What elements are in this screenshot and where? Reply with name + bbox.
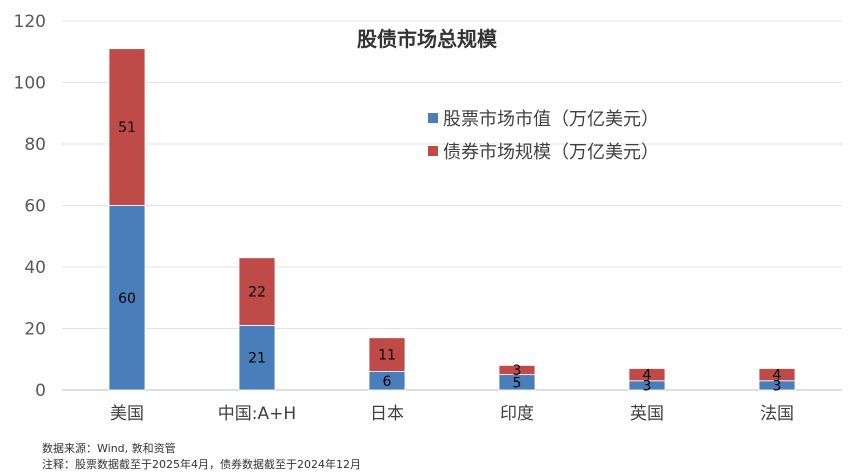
legend-label: 股票市场市值（万亿美元） <box>443 109 659 130</box>
bar-segment <box>238 325 276 391</box>
bar-segment <box>238 257 276 326</box>
legend-label: 债券市场规模（万亿美元） <box>443 142 659 163</box>
bar-segment <box>108 48 146 206</box>
y-tick-label: 120 <box>14 12 46 32</box>
data-label: 3 <box>643 378 652 394</box>
grid-lines <box>62 20 842 391</box>
data-label: 21 <box>248 351 266 367</box>
data-label: 3 <box>513 363 522 379</box>
data-label: 60 <box>118 291 136 307</box>
data-label: 4 <box>773 368 782 384</box>
legend: 股票市场市值（万亿美元） 债券市场规模（万亿美元） <box>428 109 659 163</box>
y-tick-label: 80 <box>24 135 46 155</box>
data-label: 3 <box>773 378 782 394</box>
legend-swatch <box>428 146 438 156</box>
y-tick-label: 60 <box>24 197 46 217</box>
chart-title: 股债市场总规模 <box>357 27 498 51</box>
x-tick-label: 中国:A+H <box>218 404 296 424</box>
x-tick-label: 英国 <box>630 404 664 424</box>
data-label: 4 <box>643 368 652 384</box>
bar-segment <box>628 368 666 382</box>
bar-segment <box>108 205 146 391</box>
y-axis-ticks: 0 20 40 60 80 100 120 <box>14 12 46 401</box>
y-tick-label: 100 <box>14 74 46 94</box>
bars <box>108 48 796 391</box>
footnote: 注释：股票数据截至于2025年4月，债券数据截至于2024年12月 <box>42 458 361 471</box>
data-label: 5 <box>513 375 522 391</box>
data-label: 11 <box>378 348 396 364</box>
bar-segment <box>498 364 536 376</box>
data-label: 22 <box>248 285 266 301</box>
source-note: 数据来源：Wind, 敦和资管 <box>42 442 176 455</box>
x-tick-label: 印度 <box>500 404 534 424</box>
y-tick-label: 0 <box>35 381 46 401</box>
x-tick-label: 美国 <box>110 404 144 424</box>
y-tick-label: 20 <box>24 320 46 340</box>
x-tick-label: 日本 <box>370 404 404 424</box>
data-label: 51 <box>118 120 136 136</box>
y-tick-label: 40 <box>24 258 46 278</box>
bar-segment <box>758 368 796 382</box>
x-axis-ticks: 美国 中国:A+H 日本 印度 英国 法国 <box>110 404 794 424</box>
legend-swatch <box>428 113 438 123</box>
bar-segment <box>368 337 406 372</box>
data-label: 6 <box>383 374 392 390</box>
x-tick-label: 法国 <box>760 404 794 424</box>
